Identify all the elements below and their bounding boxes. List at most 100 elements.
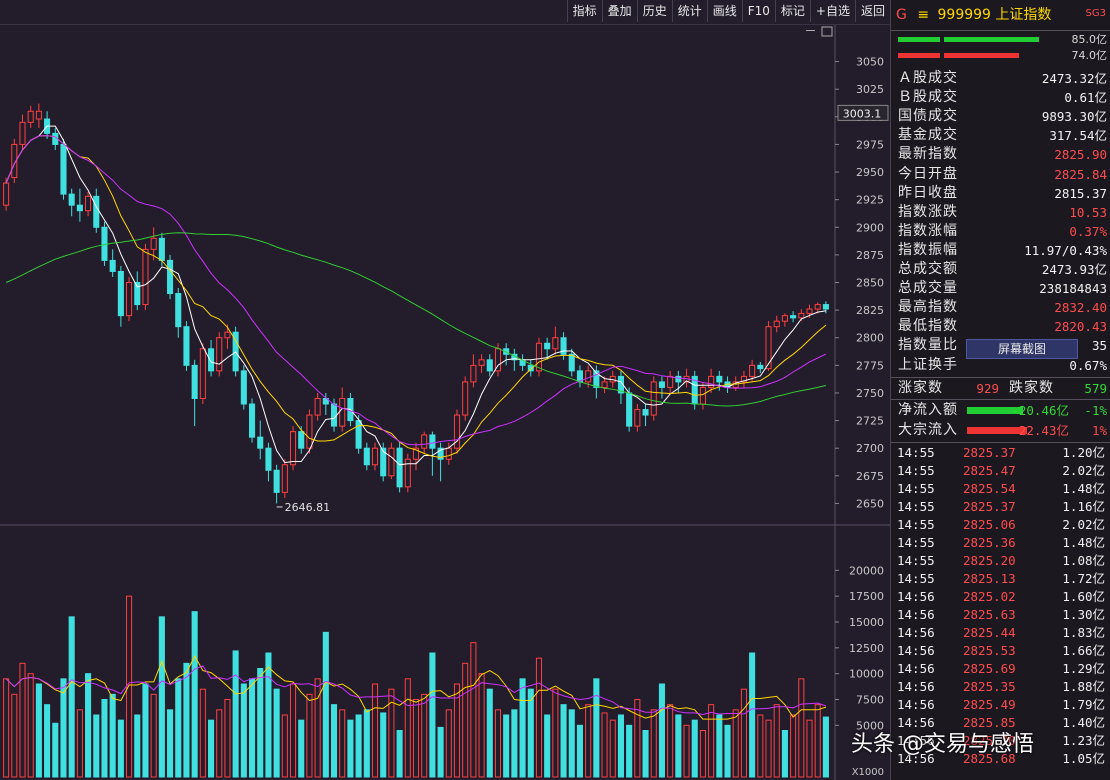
volume-tick-label: 20000 (849, 564, 884, 577)
toolbar-buttons: 指标 叠加 历史 统计 画线 F10 标记 +自选 返回 (566, 0, 890, 24)
menu-icon[interactable]: ≡ (917, 7, 930, 23)
candle-body (716, 375, 723, 383)
volume-bar (322, 631, 329, 778)
candle-body (544, 342, 551, 350)
tick-row: 14:56 2825.53 1.66亿 (891, 642, 1110, 660)
price-tick-label: 2950 (856, 166, 884, 179)
tick-volume: 1.88亿 (1062, 679, 1105, 694)
kline-chart[interactable]: 3050302530002975295029252900287528502825… (0, 25, 890, 780)
toolbar-button-8[interactable]: 返回 (854, 0, 890, 22)
price-tick-label: 2850 (856, 277, 884, 290)
candle-body (265, 447, 272, 471)
volume-bar (306, 693, 313, 778)
tick-time: 14:56 (897, 607, 935, 622)
stat-label: 国债成交 (898, 108, 958, 125)
candle-body (11, 143, 18, 179)
price-tick-label: 2825 (856, 304, 884, 317)
volume-bar (585, 704, 592, 778)
candle-body (781, 315, 788, 322)
candle-body (208, 348, 215, 372)
flow-row: 大宗流入 22.43亿 1% (891, 421, 1110, 440)
price-tick-label: 2700 (856, 442, 884, 455)
candle-body (60, 143, 67, 195)
volume-bar (790, 714, 797, 778)
stock-name: 上证指数 (995, 7, 1052, 23)
candle-body (708, 375, 715, 388)
toolbar-button-7[interactable]: +自选 (809, 0, 855, 22)
tick-volume: 1.05亿 (1062, 751, 1105, 766)
up-count-label: 涨家数 (898, 380, 943, 396)
volume-bar (699, 730, 706, 778)
volume-bar (85, 673, 92, 778)
stat-value: 0.61亿 (1064, 90, 1107, 106)
toolbar-button-4[interactable]: 画线 (706, 0, 742, 22)
tick-time: 14:56 (897, 697, 935, 712)
tick-row: 14:55 2825.13 1.72亿 (891, 570, 1110, 588)
tick-price: 2825.13 (963, 571, 1016, 586)
stat-row: 指数涨跌 10.53 (891, 203, 1110, 222)
flow-bar-value: 74.0亿 (1071, 49, 1108, 62)
tick-price: 2825.20 (963, 553, 1016, 568)
volume-ma10-line (5, 665, 827, 716)
tick-volume: 1.40亿 (1062, 715, 1105, 730)
candle-body (568, 353, 575, 372)
candle-body (699, 386, 706, 405)
candle-body (412, 447, 420, 460)
tick-time: 14:55 (897, 535, 935, 550)
stat-row: 今日开盘 2825.84 (891, 165, 1110, 184)
candle-body (76, 204, 83, 212)
tick-volume: 1.30亿 (1062, 607, 1105, 622)
tick-price: 2825.69 (963, 661, 1016, 676)
stat-label: 总成交额 (898, 261, 958, 277)
candle-body (601, 381, 608, 388)
candle-body (371, 447, 379, 466)
price-tick-label: 2975 (856, 138, 884, 151)
screenshot-button[interactable]: 屏幕截图 (966, 339, 1078, 359)
flow-bar-b (944, 37, 1039, 42)
toolbar-button-3[interactable]: 统计 (671, 0, 707, 22)
volume-bar (535, 657, 543, 778)
candle-body (248, 403, 256, 438)
volume-bar (781, 730, 788, 778)
stat-value: 317.54亿 (1049, 128, 1107, 144)
stat-value: 2473.32亿 (1041, 71, 1107, 86)
volume-bar (486, 688, 493, 778)
tick-price: 2825.63 (963, 607, 1016, 622)
candle-body (298, 431, 305, 449)
volume-bar (93, 714, 100, 778)
stat-value: 9893.30亿 (1041, 109, 1107, 125)
volume-bar (716, 714, 723, 778)
stat-row: 指数量比 35 (891, 336, 1110, 355)
volume-bar (3, 678, 10, 778)
stat-label: 最新指数 (898, 146, 958, 163)
volume-bar (355, 714, 362, 778)
volume-bar (814, 704, 821, 778)
stat-label: 今日开盘 (898, 165, 958, 182)
toolbar-button-5[interactable]: F10 (741, 0, 775, 22)
tick-row: 14:56 2825.35 1.88亿 (891, 678, 1110, 696)
stat-label: 指数量比 (898, 337, 958, 354)
volume-bar (445, 709, 452, 778)
toolbar-button-2[interactable]: 历史 (636, 0, 672, 22)
tick-row: 14:56 2825.69 1.29亿 (891, 660, 1110, 678)
volume-bar (52, 722, 59, 778)
candle-body (470, 364, 477, 383)
toolbar-button-1[interactable]: 叠加 (601, 0, 637, 22)
volume-bar (76, 709, 83, 778)
volume-bar (27, 673, 34, 778)
g-tag[interactable]: G (896, 7, 907, 23)
flow-pct: 1% (1091, 423, 1107, 438)
stat-value: 2815.37 (1054, 185, 1107, 201)
volume-tick-label: 17500 (849, 590, 884, 603)
volume-bar (281, 714, 288, 778)
flow-bar (967, 407, 1023, 414)
volume-bar (412, 699, 420, 778)
flow-label: 净流入额 (898, 402, 958, 418)
toolbar-button-6[interactable]: 标记 (774, 0, 810, 22)
volume-bar (208, 719, 215, 778)
candle-body (134, 282, 141, 306)
volume-bar (363, 709, 370, 778)
toolbar-button-0[interactable]: 指标 (566, 0, 602, 22)
price-tick-label: 2900 (856, 221, 884, 234)
candle-body (740, 375, 747, 383)
